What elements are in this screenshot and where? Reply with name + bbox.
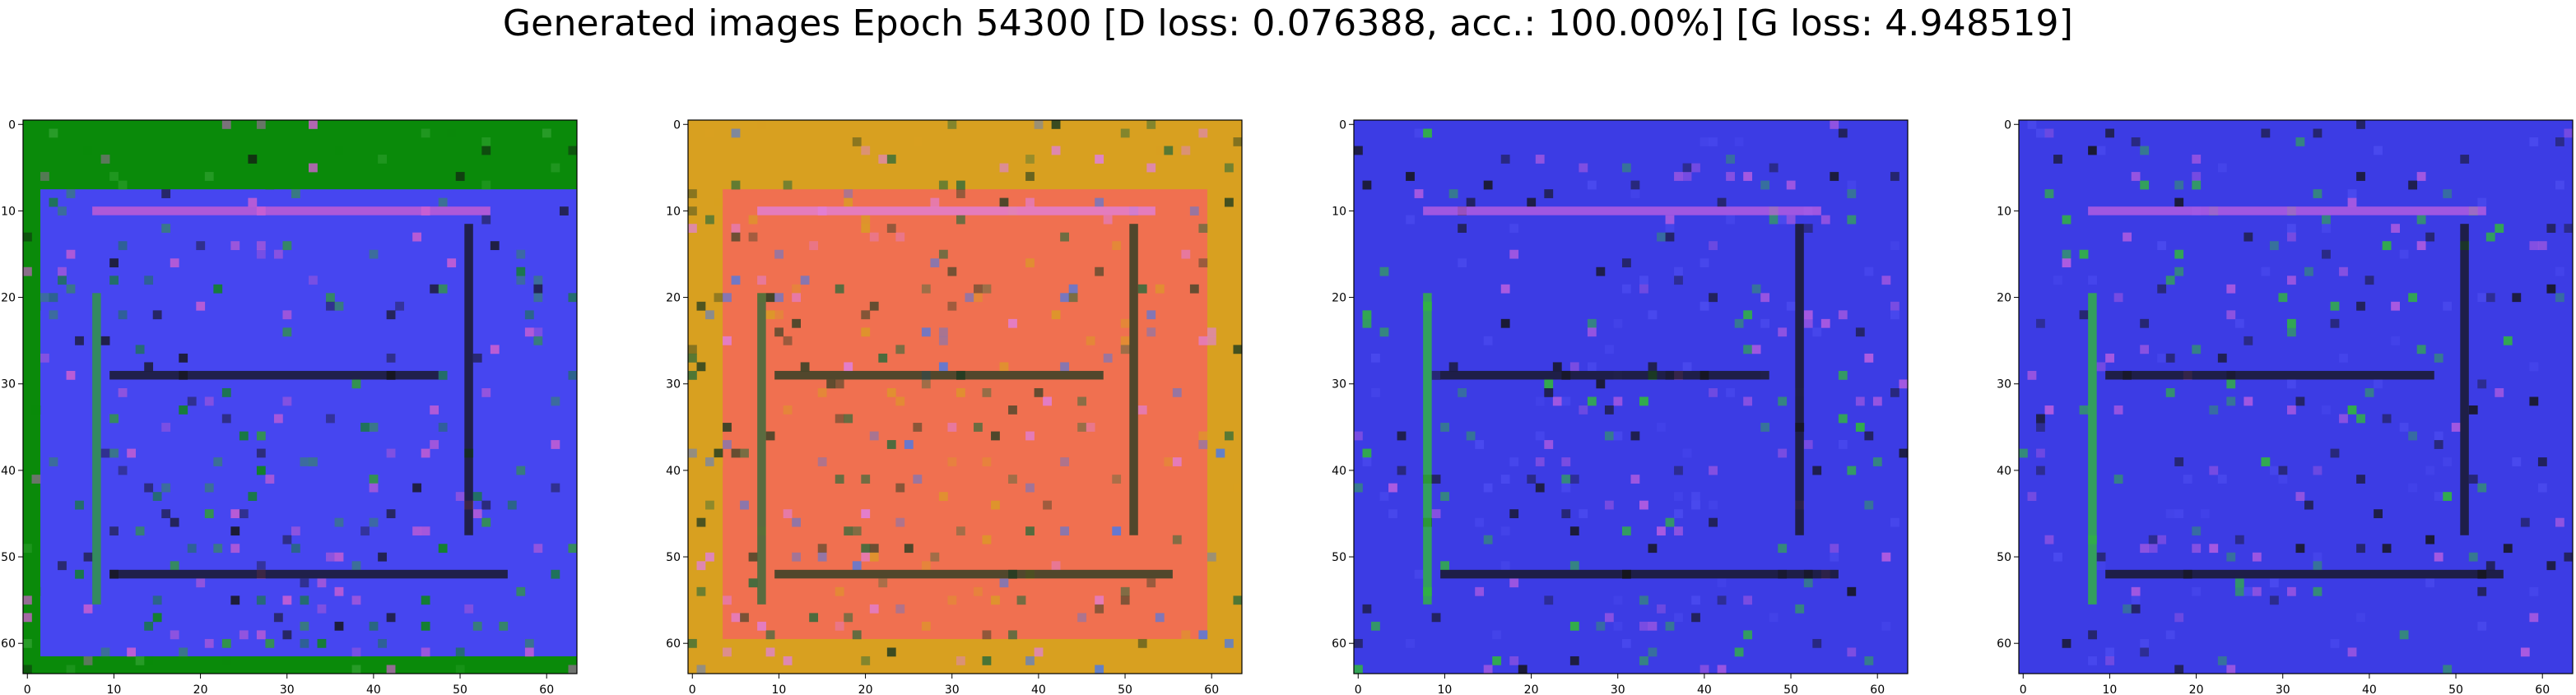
y-tick-label: 30: [1332, 378, 1346, 392]
x-tick-label: 50: [1783, 683, 1798, 695]
x-tick-label: 60: [539, 683, 554, 695]
x-tick-label: 10: [107, 683, 122, 695]
y-tick-label: 50: [1332, 551, 1346, 564]
y-tick-label: 60: [1332, 637, 1346, 651]
y-tick-label: 0: [1339, 118, 1346, 132]
x-tick-label: 40: [366, 683, 381, 695]
y-tick-label: 30: [666, 378, 681, 392]
x-tick-label: 20: [2189, 683, 2204, 695]
x-tick-label: 30: [280, 683, 295, 695]
axes-frame: [687, 119, 1243, 674]
x-tick-label: 30: [945, 683, 960, 695]
x-tick-label: 40: [1697, 683, 1712, 695]
x-tick-label: 50: [2448, 683, 2463, 695]
y-tick-label: 10: [1, 205, 16, 218]
generated-image: [1354, 120, 1909, 674]
y-tick-label: 40: [1332, 465, 1346, 478]
y-tick-label: 20: [1, 292, 16, 305]
y-tick-label: 40: [1, 465, 16, 478]
x-tick-label: 60: [1204, 683, 1219, 695]
x-tick-label: 0: [689, 683, 696, 695]
x-tick-label: 50: [453, 683, 467, 695]
y-tick-label: 50: [1997, 551, 2011, 564]
y-tick-label: 60: [1, 637, 16, 651]
x-tick-label: 30: [1611, 683, 1625, 695]
subplot-2: 0 10 20 30 40 50 60 0 10 20 30 40 50 60: [666, 118, 1243, 695]
x-tick-label: 10: [2103, 683, 2118, 695]
generated-image: [2019, 120, 2574, 674]
y-tick-label: 10: [1997, 205, 2011, 218]
y-tick-label: 60: [1997, 637, 2011, 651]
subplot-3: 0 10 20 30 40 50 60 0 10 20 30 40 50 60: [1332, 118, 1909, 695]
y-tick-label: 60: [666, 637, 681, 651]
y-tick-label: 10: [1332, 205, 1346, 218]
axes-frame: [1353, 119, 1909, 674]
axes-frame: [2018, 119, 2574, 674]
generated-image: [688, 120, 1243, 674]
y-tick-label: 0: [673, 118, 681, 132]
x-tick-label: 0: [1355, 683, 1362, 695]
y-tick-label: 20: [666, 292, 681, 305]
x-tick-label: 10: [1438, 683, 1453, 695]
y-tick-label: 10: [666, 205, 681, 218]
x-tick-label: 20: [858, 683, 873, 695]
x-tick-label: 10: [772, 683, 787, 695]
x-tick-label: 40: [1031, 683, 1046, 695]
figure-title: Generated images Epoch 54300 [D loss: 0.…: [502, 2, 2074, 44]
y-tick-label: 20: [1332, 292, 1346, 305]
y-tick-label: 30: [1997, 378, 2011, 392]
y-tick-label: 0: [2004, 118, 2011, 132]
x-tick-label: 20: [1524, 683, 1539, 695]
x-tick-label: 0: [2020, 683, 2027, 695]
y-tick-label: 50: [666, 551, 681, 564]
x-tick-label: 40: [2362, 683, 2377, 695]
x-tick-label: 0: [24, 683, 31, 695]
y-tick-label: 50: [1, 551, 16, 564]
subplot-1: 0 10 20 30 40 50 60 0 10 20 30 40 50 60: [1, 118, 578, 695]
y-tick-label: 20: [1997, 292, 2011, 305]
generated-image: [23, 120, 578, 674]
x-tick-label: 20: [193, 683, 208, 695]
y-tick-label: 40: [1997, 465, 2011, 478]
y-tick-label: 40: [666, 465, 681, 478]
subplot-4: 0 10 20 30 40 50 60 0 10 20 30 40 50 60: [1997, 118, 2574, 695]
x-tick-label: 30: [2276, 683, 2290, 695]
x-tick-label: 60: [2535, 683, 2550, 695]
y-tick-label: 30: [1, 378, 16, 392]
y-tick-label: 0: [8, 118, 16, 132]
x-tick-label: 50: [1118, 683, 1132, 695]
x-tick-label: 60: [1870, 683, 1885, 695]
axes-frame: [22, 119, 578, 674]
